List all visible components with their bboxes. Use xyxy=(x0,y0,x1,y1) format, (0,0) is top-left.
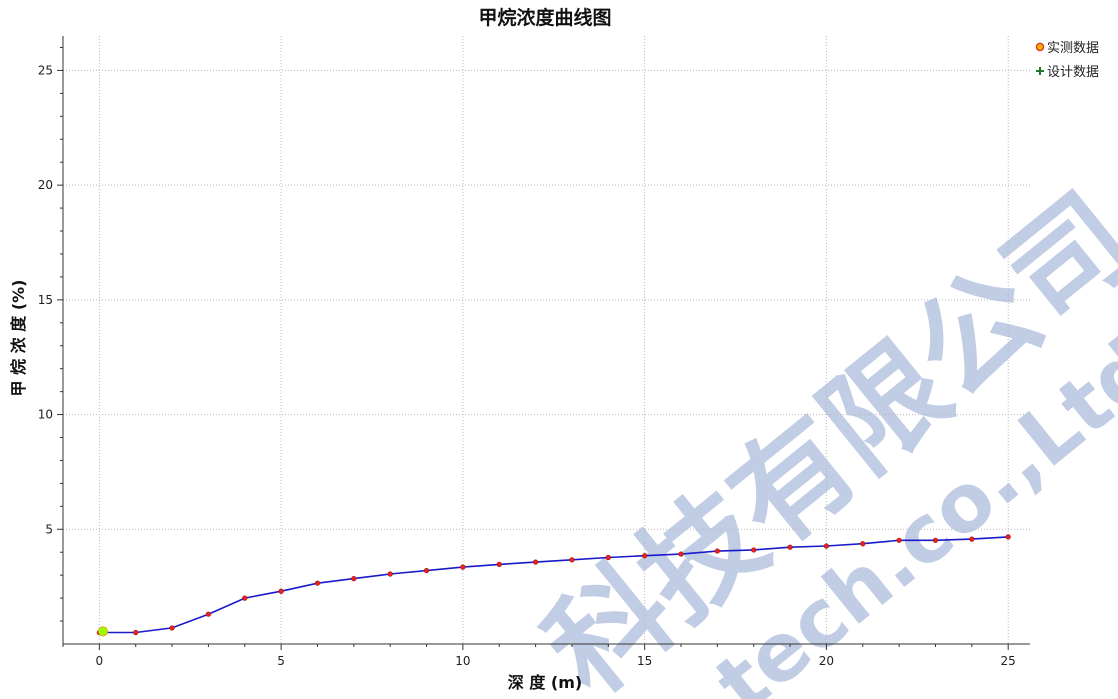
chart-title: 甲烷浓度曲线图 xyxy=(478,6,611,29)
data-point xyxy=(532,559,539,565)
x-tick-label: 25 xyxy=(1001,654,1016,668)
data-point xyxy=(969,536,975,542)
watermark: 科技有限公司 tech.co.,Ltd xyxy=(521,168,1118,699)
legend-label: 设计数据 xyxy=(1047,65,1099,80)
y-tick-label: 20 xyxy=(38,178,53,192)
series-line xyxy=(99,536,1009,634)
data-point xyxy=(714,548,720,554)
data-point xyxy=(823,543,830,549)
data-point xyxy=(496,561,502,567)
x-tick-label: 10 xyxy=(455,654,470,668)
data-point xyxy=(460,564,466,570)
data-point xyxy=(351,576,357,582)
x-tick-label: 15 xyxy=(637,654,652,668)
legend-item: 实测数据 xyxy=(1035,41,1099,56)
data-point xyxy=(787,544,793,550)
legend-marker-circle xyxy=(1035,42,1045,52)
x-axis-title: 深 度 (m) xyxy=(508,673,582,692)
data-point xyxy=(569,557,575,563)
data-point xyxy=(1005,534,1011,540)
data-point xyxy=(423,567,430,574)
x-tick-label: 20 xyxy=(819,654,834,668)
legend-item: 设计数据 xyxy=(1036,65,1099,80)
highlight-point xyxy=(97,626,108,637)
data-point xyxy=(242,595,248,601)
data-point xyxy=(133,629,139,636)
data-point xyxy=(751,547,757,553)
grid xyxy=(63,36,1030,644)
y-tick-label: 10 xyxy=(38,408,53,422)
data-point xyxy=(642,553,648,559)
data-point xyxy=(314,580,321,586)
data-point xyxy=(605,554,611,561)
axes: 0 5 10 15 20 25 5 10 15 20 25 xyxy=(38,36,1030,668)
y-tick-label: 15 xyxy=(38,293,53,307)
data-point xyxy=(278,588,284,594)
y-tick-label: 25 xyxy=(38,63,53,77)
plot-area xyxy=(96,534,1011,637)
y-axis-title: 甲 烷 浓 度 (%) xyxy=(9,280,28,397)
data-point xyxy=(387,571,393,577)
data-point xyxy=(678,551,684,557)
data-point xyxy=(205,611,212,617)
data-point xyxy=(860,541,866,547)
data-point xyxy=(932,537,939,543)
data-point xyxy=(896,537,902,543)
x-tick-label: 5 xyxy=(277,654,285,668)
legend-label: 实测数据 xyxy=(1047,41,1099,56)
x-tick-label: 0 xyxy=(96,654,104,668)
y-tick-label: 5 xyxy=(45,522,53,536)
data-point xyxy=(169,625,175,631)
